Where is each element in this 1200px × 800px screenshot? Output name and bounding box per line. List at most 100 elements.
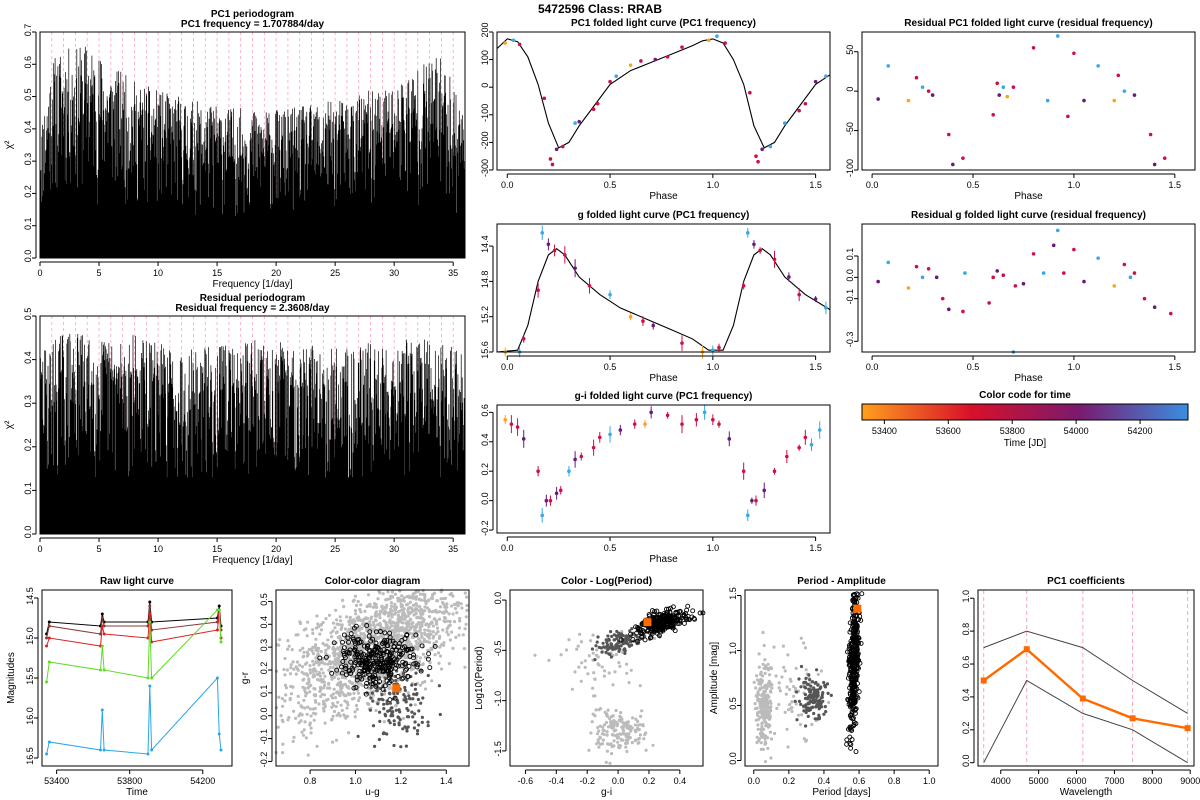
scatter-point <box>314 669 318 673</box>
y-tick-label: 0.4 <box>23 351 33 364</box>
data-point <box>1072 247 1076 252</box>
scatter-point <box>624 734 628 738</box>
scatter-point <box>284 693 288 697</box>
scatter-point <box>757 717 761 721</box>
scatter-point <box>633 723 638 727</box>
chart-subtitle: Residual frequency = 2.3608/day <box>175 303 330 314</box>
scatter-point <box>755 706 759 710</box>
scatter-point <box>767 711 771 716</box>
scatter-point <box>331 666 335 670</box>
scatter-point <box>398 599 402 603</box>
scatter-point <box>413 629 417 633</box>
scatter-point <box>348 631 354 637</box>
scatter-point <box>407 606 411 610</box>
scatter-point <box>624 745 628 749</box>
series-point <box>148 612 152 616</box>
scatter-point <box>414 602 418 606</box>
series-line <box>983 630 1188 714</box>
scatter-point <box>353 715 357 719</box>
scatter-point <box>846 662 852 668</box>
scatter-point <box>346 639 351 645</box>
scatter-point <box>297 721 301 725</box>
scatter-point <box>625 671 629 675</box>
scatter-point <box>369 615 374 619</box>
scatter-point <box>422 640 426 644</box>
scatter-point <box>589 731 593 735</box>
scatter-point <box>627 637 631 642</box>
y-tick-label: 0.0 <box>23 250 33 263</box>
y-tick-label: 50 <box>845 45 855 55</box>
scatter-point <box>423 687 428 691</box>
scatter-point <box>761 630 765 635</box>
scatter-point <box>763 742 767 746</box>
scatter-point <box>753 702 757 706</box>
scatter-point <box>344 694 348 698</box>
coefficient-point <box>1023 646 1030 653</box>
x-tick-label: 0.4 <box>818 776 831 786</box>
scatter-point <box>389 601 394 605</box>
series-point <box>217 604 221 608</box>
scatter-point <box>371 620 375 624</box>
scatter-point <box>405 624 409 628</box>
scatter-point <box>390 604 394 608</box>
y-tick-label: 0.0 <box>259 707 269 720</box>
y-tick-label: 0.4 <box>480 434 490 447</box>
scatter-point <box>286 718 290 722</box>
coefficient-point <box>980 677 987 684</box>
scatter-point <box>410 606 414 611</box>
y-tick-label: -0.3 <box>845 332 855 348</box>
scatter-point <box>374 602 378 607</box>
scatter-point <box>331 621 336 625</box>
scatter-point <box>762 718 766 722</box>
scatter-point <box>567 638 571 642</box>
scatter-point <box>444 609 448 613</box>
y-tick-label: 0.6 <box>480 404 490 417</box>
scatter-point <box>417 622 421 626</box>
scatter-point <box>809 684 813 688</box>
scatter-point <box>283 699 287 703</box>
scatter-point <box>621 721 625 725</box>
scatter-point <box>654 608 660 614</box>
scatter-point <box>367 629 373 635</box>
scatter-point <box>353 710 357 714</box>
scatter-point <box>336 677 341 681</box>
scatter-point <box>358 696 362 700</box>
scatter-point <box>769 666 774 671</box>
scatter-point <box>292 735 296 740</box>
scatter-point <box>345 615 349 619</box>
scatter-point <box>289 666 293 670</box>
y-tick-label: 15.6 <box>480 341 490 359</box>
scatter-point <box>401 672 406 676</box>
scatter-point <box>378 621 382 626</box>
scatter-point <box>349 665 355 671</box>
scatter-point <box>606 708 610 712</box>
data-point <box>824 306 828 310</box>
scatter-point <box>366 633 372 639</box>
scatter-point <box>793 699 797 704</box>
data-point <box>573 121 577 125</box>
scatter-point <box>570 687 575 691</box>
scatter-point <box>443 596 447 600</box>
data-point <box>797 445 801 450</box>
scatter-point <box>465 595 469 599</box>
scatter-point <box>345 635 351 641</box>
scatter-point <box>352 691 356 695</box>
scatter-point <box>306 620 310 624</box>
scatter-point <box>416 729 420 733</box>
scatter-point <box>816 672 820 677</box>
scatter-point <box>785 685 789 689</box>
scatter-point <box>362 671 368 677</box>
scatter-point <box>799 702 803 707</box>
panel-color-logperiod: Color - Log(Period) -0.6 -0.4 -0.2 0.0 0.2 0.4… <box>474 576 706 798</box>
scatter-point <box>380 693 384 697</box>
scatter-point <box>849 615 855 621</box>
data-point <box>544 498 549 503</box>
data-point <box>540 231 545 235</box>
highlight-point <box>392 684 401 693</box>
y-tick-label: 0.1 <box>845 248 855 261</box>
scatter-point <box>422 593 426 597</box>
scatter-point <box>442 619 446 623</box>
scatter-point <box>430 679 434 683</box>
scatter-point <box>403 725 407 729</box>
scatter-point <box>785 727 789 731</box>
